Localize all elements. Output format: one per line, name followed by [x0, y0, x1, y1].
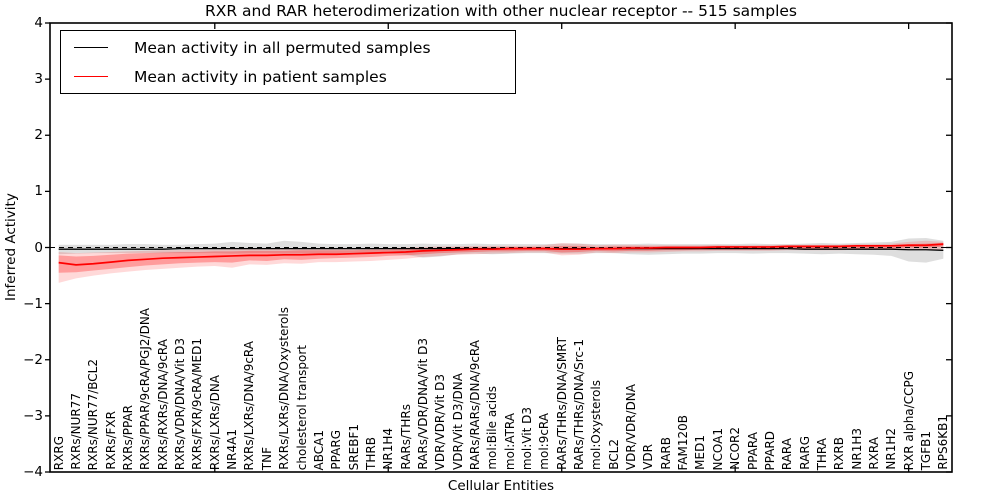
x-tick-label-8: RXRs/FXR/9cRA/MED1	[190, 338, 205, 470]
x-tick-label-39: NCOR2	[728, 427, 743, 470]
legend-line-patient	[74, 76, 108, 77]
y-tick-label-0: 0	[34, 239, 43, 256]
y-tick-label-3: 3	[34, 71, 43, 88]
legend: Mean activity in all permuted samples Me…	[60, 30, 516, 94]
y-tick-label--2: −2	[23, 351, 43, 368]
x-tick-label-47: RXRA	[866, 437, 881, 470]
x-tick-label-1: RXRs/NUR77	[69, 393, 84, 470]
legend-line-permuted	[74, 47, 108, 48]
x-tick-label-27: mol:Vit D3	[520, 406, 535, 470]
series-line-1	[58, 243, 944, 266]
x-tick-label-32: BCL2	[606, 439, 621, 470]
x-tick-label-35: RARB	[658, 437, 673, 470]
x-tick-label-42: RARA	[780, 437, 795, 470]
x-tick-label-49: RXR alpha/CCPG	[901, 370, 916, 470]
y-tick-label--1: −1	[23, 295, 43, 312]
chart-title: RXR and RAR heterodimerization with othe…	[204, 2, 798, 20]
x-tick-label-41: PPARD	[762, 430, 777, 471]
x-tick-label-11: RXRs/LXRs/DNA/9cRA	[242, 340, 257, 471]
x-tick-label-13: RXRs/LXRs/DNA/Oxysterols	[277, 307, 292, 470]
y-tick-label-1: 1	[34, 183, 43, 200]
x-tick-label-28: mol:9cRA	[537, 413, 552, 470]
x-tick-label-2: RXRs/NUR77/BCL2	[86, 358, 101, 470]
x-tick-label-17: SREBF1	[346, 423, 361, 470]
x-tick-label-33: VDR/VDR/DNA	[624, 383, 639, 470]
x-tick-label-45: RXRB	[832, 436, 847, 470]
x-tick-label-40: PPARA	[745, 432, 760, 470]
x-tick-label-22: VDR/VDR/Vit D3	[433, 373, 448, 470]
x-tick-label-10: NR4A1	[225, 429, 240, 470]
y-tick-label-4: 4	[34, 15, 43, 31]
x-tick-label-50: TGFB1	[918, 430, 933, 470]
x-tick-label-14: cholesterol transport	[294, 344, 309, 470]
x-tick-label-18: THRB	[363, 437, 378, 470]
x-tick-label-5: RXRs/PPAR/9cRA/PGJ2/DNA	[138, 308, 153, 470]
x-tick-label-4: RXRs/PPAR	[121, 404, 136, 470]
x-tick-label-51: RPS6KB1	[936, 415, 951, 470]
x-tick-label-38: NCOA1	[710, 427, 725, 470]
x-tick-label-15: ABCA1	[311, 429, 326, 470]
x-tick-label-29: RARs/THRs/DNA/SMRT	[554, 337, 569, 470]
x-tick-label-30: RARs/THRs/DNA/Src-1	[572, 339, 587, 470]
x-tick-label-9: RXRs/LXRs/DNA	[207, 374, 222, 470]
x-tick-label-31: mol:Oxysterols	[589, 380, 604, 470]
x-tick-label-37: MED1	[693, 435, 708, 470]
x-tick-label-16: PPARG	[329, 430, 344, 470]
x-tick-label-44: THRA	[814, 437, 829, 470]
x-tick-label-19: NR1H4	[381, 428, 396, 470]
legend-label-permuted: Mean activity in all permuted samples	[134, 38, 431, 57]
x-tick-label-21: RARs/VDR/DNA/Vit D3	[415, 338, 430, 470]
x-tick-label-25: mol:Bile acids	[485, 386, 500, 470]
y-tick-label-2: 2	[34, 127, 43, 144]
x-tick-label-3: RXRs/FXR	[103, 411, 118, 470]
x-tick-label-6: RXRs/RXRs/DNA/9cRA	[155, 338, 170, 470]
x-tick-label-36: FAM120B	[676, 414, 691, 471]
x-tick-label-12: TNF	[259, 446, 274, 470]
x-tick-label-26: mol:ATRA	[502, 412, 517, 470]
y-tick-label--3: −3	[23, 407, 43, 424]
x-tick-label-20: RARs/THRs	[398, 404, 413, 470]
x-tick-label-46: NR1H3	[849, 428, 864, 470]
x-tick-label-0: RXRG	[51, 435, 66, 470]
legend-label-patient: Mean activity in patient samples	[134, 67, 387, 86]
x-tick-label-23: VDR/Vit D3/DNA	[450, 373, 465, 470]
x-tick-label-34: VDR	[641, 444, 656, 470]
permuted-std-band	[58, 237, 944, 263]
legend-item-permuted: Mean activity in all permuted samples	[61, 39, 515, 57]
x-axis-label: Cellular Entities	[447, 478, 555, 494]
y-tick-label--4: −4	[23, 464, 43, 480]
x-tick-label-24: RARs/RARs/DNA/9cRA	[467, 339, 482, 470]
patient-outer-band	[58, 240, 944, 283]
x-tick-label-48: NR1H2	[884, 428, 899, 470]
x-tick-label-7: RXRs/VDR/DNA/Vit D3	[173, 337, 188, 470]
x-tick-label-43: RARG	[797, 436, 812, 470]
legend-item-patient: Mean activity in patient samples	[61, 68, 515, 86]
